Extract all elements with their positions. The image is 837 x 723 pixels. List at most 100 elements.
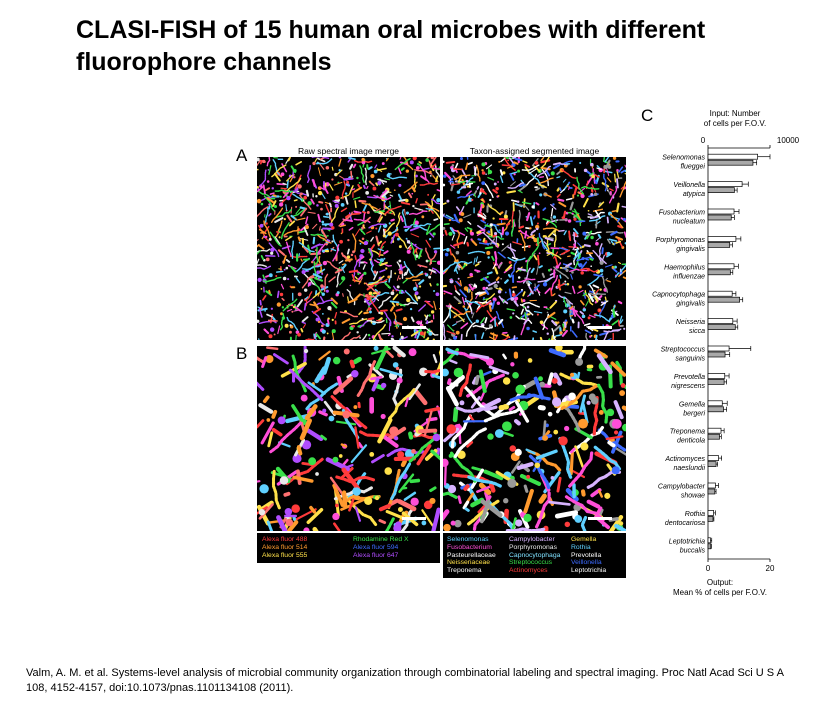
bottom-axis-tick-label: 20	[766, 564, 775, 573]
segmented-image-b	[443, 346, 626, 531]
category-label-species: showae	[681, 493, 705, 500]
top-axis-tick-label: 10000	[777, 136, 800, 145]
output-percent-bar	[707, 433, 720, 440]
taxa-legend-item: Gemella	[571, 536, 597, 543]
taxa-legend-item: Rothia	[571, 543, 591, 551]
fluor-legend-item: Alexa fluor 647	[353, 551, 399, 559]
category-label-species: buccalis	[680, 547, 706, 554]
taxa-legend-item: Streptococcus	[509, 559, 553, 567]
input-cell-count-bar	[707, 455, 719, 461]
category-label-species: atypica	[683, 191, 705, 198]
segmented-image-column-label: Taxon-assigned segmented image	[469, 146, 600, 156]
top-axis-title-line-1: Input: Number	[710, 109, 761, 118]
category-label-genus: Selenomonas	[662, 155, 705, 162]
panel-label-c: C	[641, 106, 654, 125]
taxa-legend-item: Treponema	[447, 567, 482, 575]
fluor-legend-item: Rhodamine Red X	[353, 536, 409, 543]
output-percent-bar	[707, 461, 717, 467]
category-label-species: denticola	[677, 438, 705, 445]
input-cell-count-bar	[707, 400, 723, 407]
input-cell-count-bar	[707, 153, 758, 160]
output-percent-bar	[707, 543, 712, 550]
input-cell-count-bar	[707, 427, 722, 434]
category-label-genus: Treponema	[670, 429, 705, 436]
top-axis-tick-label: 0	[701, 136, 706, 145]
output-percent-bar	[707, 159, 754, 166]
category-label-genus: Neisseria	[676, 319, 705, 326]
category-label-genus: Prevotella	[674, 374, 705, 381]
input-cell-count-bar	[707, 318, 734, 324]
category-label-species: sicca	[689, 328, 705, 335]
category-label-genus: Gemella	[679, 401, 705, 408]
input-cell-count-bar	[707, 345, 730, 352]
category-label-genus: Capnocytophaga	[652, 292, 705, 299]
output-percent-bar	[707, 187, 735, 193]
taxa-legend-item: Porphyromonas	[509, 543, 557, 551]
input-cell-count-bar	[707, 482, 716, 489]
taxa-legend-item: Pasteurellaceae	[447, 551, 496, 559]
raw-spectral-image-b	[257, 346, 440, 531]
top-axis-title-line-2: of cells per F.O.V.	[704, 119, 766, 128]
output-percent-bar	[707, 406, 724, 413]
panel-label-a: A	[236, 146, 248, 165]
category-label-species: gingivalis	[676, 246, 705, 253]
category-label-genus: Actinomyces	[664, 456, 705, 463]
raw-image-column-label: Raw spectral image merge	[297, 146, 400, 156]
bottom-axis-tick-label: 0	[706, 564, 711, 573]
bottom-axis-title-line-2: Mean % of cells per F.O.V.	[673, 588, 767, 597]
taxa-legend-item: Neisseriaceae	[447, 559, 491, 567]
taxa-legend-item: Prevotella	[571, 551, 602, 559]
bottom-axis-title-line-1: Output:	[707, 578, 733, 587]
category-label-genus: Campylobacter	[658, 484, 706, 491]
fluor-legend-item: Alexa fluor 594	[353, 543, 399, 551]
category-label-genus: Haemophilus	[664, 264, 705, 271]
output-percent-bar	[707, 269, 731, 276]
input-cell-count-bar	[707, 181, 743, 187]
category-label-genus: Porphyromonas	[656, 237, 706, 244]
input-cell-count-bar	[707, 290, 733, 297]
taxa-legend-item: Veillonella	[571, 559, 602, 567]
category-label-genus: Rothia	[685, 511, 705, 518]
category-label-species: naeslundii	[673, 465, 705, 472]
category-label-species: dentocariosa	[665, 520, 705, 527]
output-percent-bar	[707, 516, 714, 522]
taxa-legend-item: Selenomonas	[447, 536, 489, 543]
category-label-species: nucleatum	[673, 219, 705, 226]
category-label-genus: Fusobacterium	[659, 210, 705, 217]
output-percent-bar	[707, 488, 716, 495]
category-label-species: bergeri	[683, 410, 705, 417]
output-percent-bar	[707, 351, 726, 358]
input-cell-count-bar	[707, 537, 711, 544]
category-label-genus: Leptotrichia	[669, 538, 705, 545]
input-cell-count-bar	[707, 373, 726, 379]
category-label-species: gingivalis	[676, 301, 705, 308]
taxa-legend-item: Capnocytophaga	[509, 551, 561, 559]
fluor-legend-item: Alexa fluor 514	[262, 543, 308, 551]
taxa-legend: Selenomonas Fusobacterium Pasteurellaceae N…	[443, 533, 626, 578]
output-percent-bar	[707, 324, 736, 330]
output-percent-bar	[707, 242, 731, 248]
taxa-legend-item: Actinomyces	[509, 567, 548, 575]
taxa-legend-item: Fusobacterium	[447, 543, 492, 551]
input-cell-count-bar	[707, 263, 735, 270]
input-cell-count-bar	[707, 208, 735, 215]
citation: Valm, A. M. et al. Systems-level analysi…	[26, 667, 784, 694]
input-cell-count-bar	[707, 510, 714, 516]
taxa-legend-item: Leptotrichia	[571, 567, 607, 575]
category-label-species: flueggei	[680, 164, 705, 171]
category-label-species: influenzae	[673, 273, 705, 280]
category-label-genus: Veillonella	[673, 182, 705, 189]
input-cell-count-bar	[707, 236, 737, 242]
output-percent-bar	[707, 379, 725, 385]
raw-spectral-image-a	[257, 157, 440, 340]
category-label-genus: Streptococcus	[661, 347, 706, 354]
category-label-species: nigrescens	[671, 383, 705, 390]
fluorophore-legend: Alexa fluor 488 Alexa fluor 514 Alexa fluo…	[257, 533, 440, 563]
output-percent-bar	[707, 296, 740, 303]
slide-title: CLASI-FISH of 15 human oral microbes wit…	[76, 16, 706, 76]
output-percent-bar	[707, 214, 732, 221]
taxa-legend-item: Campylobacter	[509, 536, 555, 543]
category-label-species: sanguinis	[675, 356, 705, 363]
segmented-image-a	[443, 157, 626, 340]
